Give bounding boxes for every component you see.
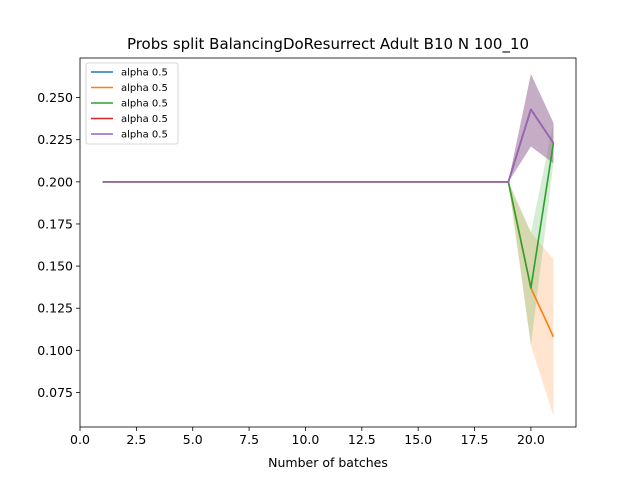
legend-label-4: alpha 0.5: [121, 114, 168, 125]
x-tick-label: 15.0: [404, 432, 432, 447]
x-tick-label: 0.0: [70, 432, 90, 447]
series-lines: [102, 108, 555, 338]
chart-title: Probs split BalancingDoResurrect Adult B…: [127, 35, 529, 54]
x-tick-label: 7.5: [239, 432, 259, 447]
y-axis-ticks: 0.075 0.100 0.125 0.150 0.175 0.200 0.225 0.250: [37, 90, 80, 400]
x-tick-label: 5.0: [183, 432, 203, 447]
legend-label-3: alpha 0.5: [121, 99, 168, 110]
y-tick-label: 0.250: [37, 90, 73, 105]
y-tick-label: 0.175: [37, 216, 73, 231]
y-tick-label: 0.075: [37, 385, 73, 400]
x-tick-label: 17.5: [461, 432, 489, 447]
y-tick-label: 0.200: [37, 174, 73, 189]
x-tick-label: 12.5: [348, 432, 376, 447]
legend-box: [85, 62, 179, 145]
plot-frame: [79, 57, 577, 428]
legend-label-1: alpha 0.5: [121, 68, 168, 79]
y-tick-label: 0.125: [37, 301, 73, 316]
legend-label-2: alpha 0.5: [121, 83, 168, 94]
series-5-line: [102, 108, 555, 183]
y-tick-label: 0.150: [37, 259, 73, 274]
x-axis-ticks: 0.0 2.5 5.0 7.5 10.0 12.5 15.0 17.5 20.0: [70, 427, 545, 447]
x-tick-label: 20.0: [517, 432, 545, 447]
y-tick-label: 0.225: [37, 132, 73, 147]
x-axis-label: Number of batches: [268, 455, 388, 470]
legend-label-5: alpha 0.5: [121, 130, 168, 141]
legend: alpha 0.5 alpha 0.5 alpha 0.5 alpha 0.5 alph…: [85, 62, 179, 145]
x-tick-label: 2.5: [126, 432, 146, 447]
y-tick-label: 0.100: [37, 343, 73, 358]
x-tick-label: 10.0: [292, 432, 320, 447]
